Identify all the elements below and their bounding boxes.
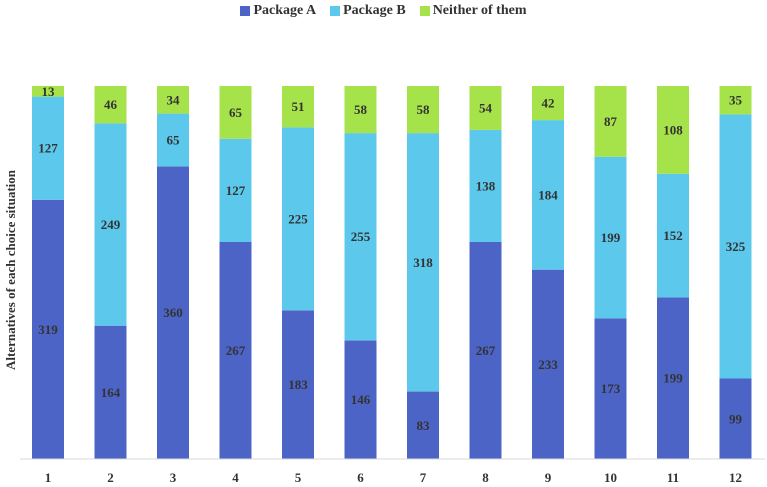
legend-label-package-a: Package A: [253, 3, 317, 18]
data-label-package-b-8: 138: [476, 179, 496, 194]
data-label-package-a-8: 267: [476, 343, 496, 358]
bar-segment-package-b-12: [719, 114, 752, 379]
bar-segment-package-a-3: [157, 166, 189, 459]
bar-segment-neither-3: [157, 86, 189, 114]
data-label-package-a-1: 319: [38, 322, 58, 337]
data-label-package-a-6: 146: [351, 392, 371, 407]
data-label-neither-5: 51: [292, 99, 305, 114]
bar-segment-neither-8: [469, 86, 502, 130]
bar-segment-package-b-9: [532, 120, 564, 270]
bar-segment-package-a-4: [219, 242, 252, 459]
bar-segment-package-b-11: [657, 173, 689, 298]
x-tick-label-5: 5: [295, 470, 302, 485]
data-label-package-b-11: 152: [663, 228, 683, 243]
data-label-package-b-1: 127: [38, 141, 58, 156]
legend-label-package-b: Package B: [343, 3, 406, 18]
bar-segment-neither-10: [594, 86, 627, 157]
bar-segment-neither-12: [719, 86, 752, 115]
bar-segment-neither-7: [407, 86, 439, 134]
x-tick-label-7: 7: [420, 470, 427, 485]
data-label-neither-2: 46: [104, 97, 118, 112]
bar-segment-package-b-10: [594, 156, 627, 319]
data-label-package-a-7: 83: [417, 418, 431, 433]
bar-segment-package-a-9: [532, 269, 564, 459]
data-label-neither-8: 54: [479, 100, 493, 115]
bar-segment-package-a-6: [344, 340, 377, 459]
data-label-package-a-12: 99: [729, 411, 743, 426]
data-label-neither-1: 13: [42, 84, 56, 99]
x-tick-label-1: 1: [45, 470, 52, 485]
x-tick-label-2: 2: [107, 470, 114, 485]
data-label-package-b-10: 199: [601, 230, 621, 245]
legend-swatch-package-a: [240, 6, 251, 16]
data-label-neither-12: 35: [729, 93, 743, 108]
legend-swatch-neither: [419, 6, 430, 16]
data-label-neither-4: 65: [229, 105, 243, 120]
data-label-neither-3: 34: [167, 92, 181, 107]
data-label-package-a-5: 183: [288, 377, 308, 392]
data-label-package-b-7: 318: [413, 255, 433, 270]
bar-segment-package-b-5: [282, 127, 314, 311]
x-tick-labels: 1 2 3 4 5 6 7 8 9 10 11 12: [45, 470, 742, 485]
bar-segment-package-a-12: [719, 378, 752, 459]
bar-segment-neither-4: [219, 86, 252, 139]
bar-segment-package-a-7: [407, 391, 439, 459]
bar-segment-package-b-3: [157, 113, 189, 167]
data-label-neither-10: 87: [604, 114, 618, 129]
bar-segment-package-b-4: [219, 138, 252, 242]
legend-item-neither: Neither of them: [419, 3, 527, 19]
data-label-package-b-9: 184: [538, 187, 558, 202]
bar-segment-neither-6: [344, 86, 377, 134]
bar-segment-neither-11: [657, 86, 689, 174]
bar-segment-package-a-5: [282, 310, 314, 459]
legend-item-package-a: Package A: [240, 3, 316, 19]
x-tick-label-8: 8: [482, 470, 489, 485]
data-label-package-b-4: 127: [226, 183, 246, 198]
data-label-package-b-6: 255: [351, 229, 371, 244]
bar-segment-package-a-11: [657, 297, 689, 459]
x-tick-label-9: 9: [545, 470, 552, 485]
bars-group: 319 127 13 164 249 46 360 65 34 267 127 65 183 225 51 1…: [32, 84, 752, 460]
x-tick-label-12: 12: [729, 470, 742, 485]
bar-segment-neither-2: [94, 86, 127, 124]
bar-segment-package-a-2: [94, 325, 127, 459]
chart-legend: Package A Package B Neither of them: [0, 0, 767, 22]
x-tick-label-10: 10: [604, 470, 617, 485]
data-label-neither-11: 108: [663, 122, 683, 137]
legend-item-package-b: Package B: [330, 3, 406, 19]
data-label-package-a-3: 360: [163, 305, 183, 320]
bar-segment-package-a-10: [594, 318, 627, 459]
x-tick-label-4: 4: [232, 470, 239, 485]
data-label-package-a-9: 233: [538, 357, 558, 372]
bar-segment-neither-1: [32, 86, 64, 97]
data-label-neither-7: 58: [417, 102, 431, 117]
data-label-package-a-2: 164: [101, 385, 121, 400]
bar-segment-package-b-2: [94, 123, 127, 326]
bar-segment-package-b-7: [407, 133, 439, 392]
bar-segment-package-b-6: [344, 133, 377, 341]
legend-swatch-package-b: [330, 6, 341, 16]
data-label-package-a-4: 267: [226, 343, 246, 358]
bar-segment-package-a-8: [469, 242, 502, 459]
bar-segment-package-b-1: [32, 96, 64, 200]
data-label-package-b-5: 225: [288, 211, 308, 226]
data-label-neither-6: 58: [354, 102, 368, 117]
data-label-package-b-12: 325: [726, 239, 746, 254]
bar-segment-package-b-8: [469, 129, 502, 242]
x-tick-label-6: 6: [357, 470, 364, 485]
data-label-package-b-3: 65: [167, 133, 181, 148]
data-label-package-a-10: 173: [601, 381, 621, 396]
x-tick-label-11: 11: [667, 470, 679, 485]
x-tick-label-3: 3: [170, 470, 177, 485]
data-label-package-b-2: 249: [101, 217, 121, 232]
data-label-package-a-11: 199: [663, 371, 683, 386]
legend-label-neither: Neither of them: [432, 3, 527, 18]
data-label-neither-9: 42: [542, 96, 555, 111]
bar-segment-package-a-1: [32, 199, 64, 460]
bar-segment-neither-9: [532, 86, 564, 121]
bar-segment-neither-5: [282, 86, 314, 128]
